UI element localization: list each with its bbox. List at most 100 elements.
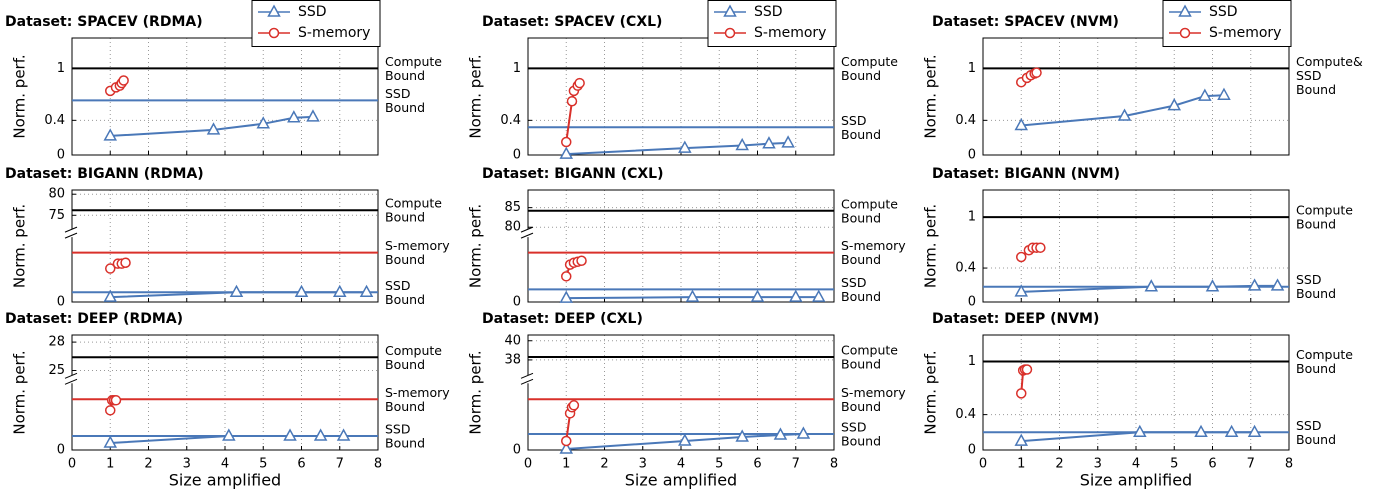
data-point [1014,284,1029,297]
y-tick-label: 25 [48,363,65,378]
axis-break [520,226,534,233]
bound-label: Bound [841,127,881,142]
data-point [685,289,700,302]
x-tick-label: 0 [524,457,532,472]
y-tick-label: 1 [968,61,976,76]
data-point [559,441,574,454]
x-tick-label: 1 [562,457,570,472]
x-axis-label: Size amplified [1080,471,1192,490]
data-point [750,289,765,302]
axis-break [520,372,534,379]
legend: SSD S-memory [1162,0,1292,47]
axis-break [64,375,78,384]
data-point [287,110,301,123]
axis-break [520,378,534,385]
bound-label: Compute [385,54,442,69]
bound-label: SSD [841,275,867,290]
data-point [1031,67,1042,78]
data-point [576,255,587,267]
y-tick-label: 75 [48,208,65,223]
data-point [120,257,131,268]
plot-frame [982,334,1290,451]
bound-label: SSD [841,419,867,434]
y-axis-label: Norm. perf. [467,204,485,288]
bound-label: Bound [385,292,425,307]
x-tick-label: 6 [1208,457,1216,472]
data-point [1224,424,1239,438]
data-point [566,96,578,107]
legend-marker [1179,27,1191,39]
bound-label: Bound [1296,217,1336,232]
y-tick-label: 0 [57,295,65,310]
y-tick-label: 0.4 [955,261,976,276]
y-tick-label: 1 [968,354,976,369]
x-tick-label: 5 [715,457,723,472]
y-axis-label: Norm. perf. [11,54,29,138]
x-tick-label: 7 [1247,457,1255,472]
data-point [568,400,580,411]
chart-title: Dataset: DEEP (RDMA) [5,311,183,327]
bound-label: Bound [841,252,881,267]
bound-label: S-memory [385,238,450,253]
data-point [206,122,221,135]
bound-label: Bound [841,399,881,414]
x-tick-label: 3 [639,457,647,472]
bound-label: Bound [841,433,881,448]
y-tick-label: 1 [968,210,976,225]
bound-label: Bound [841,68,881,83]
legend-label: SSD [1209,4,1238,20]
x-tick-label: 8 [1285,457,1293,472]
data-point [1217,87,1231,100]
legend: SSD S-memory [251,0,381,47]
data-point [678,140,692,153]
axis-break [520,375,534,384]
x-tick-label: 8 [374,457,382,472]
x-tick-label: 1 [1017,457,1025,472]
chart-title: Dataset: SPACEV (CXL) [482,14,662,30]
chart-title: Dataset: BIGANN (NVM) [932,166,1120,182]
x-tick-label: 0 [979,457,987,472]
x-tick-label: 7 [336,457,344,472]
bound-label: Compute [841,196,898,211]
y-tick-label: 38 [504,352,521,367]
data-point [1016,251,1027,263]
legend-marker [268,27,280,39]
data-point [1205,279,1220,292]
y-axis-label: Norm. perf. [11,350,29,434]
axis-break [64,372,78,379]
data-point [1021,364,1033,375]
bound-label: Bound [385,68,425,83]
bound-label: SSD [385,278,411,293]
y-axis-label: Norm. perf. [467,350,485,434]
data-point [1014,433,1029,446]
bound-label: SSD [385,86,411,101]
data-point [105,263,116,274]
data-point [229,284,244,298]
y-tick-label: 28 [48,335,65,350]
y-tick-label: 1 [513,61,521,76]
bound-label: Bound [385,399,425,414]
legend-label: S-memory [1209,25,1281,41]
x-tick-label: 2 [600,457,608,472]
data-point [256,116,271,129]
plot-frame [71,189,379,303]
data-point [561,435,572,447]
legend-marker [1178,4,1192,17]
plot-frame [527,334,835,451]
bound-label: Compute& [1296,54,1363,69]
plot-frame [527,37,835,156]
data-point [735,429,749,442]
legend-marker [724,27,736,39]
data-point [559,290,574,303]
y-tick-label: 0 [513,295,521,310]
data-point [103,128,118,141]
x-tick-label: 4 [1132,457,1140,472]
bound-label: Bound [385,210,425,225]
data-point [103,289,118,302]
bound-label: Bound [1296,432,1336,447]
data-point [735,137,749,151]
y-tick-label: 0.4 [955,113,976,128]
y-axis-label: Norm. perf. [922,204,940,288]
plot-frame [982,189,1290,303]
